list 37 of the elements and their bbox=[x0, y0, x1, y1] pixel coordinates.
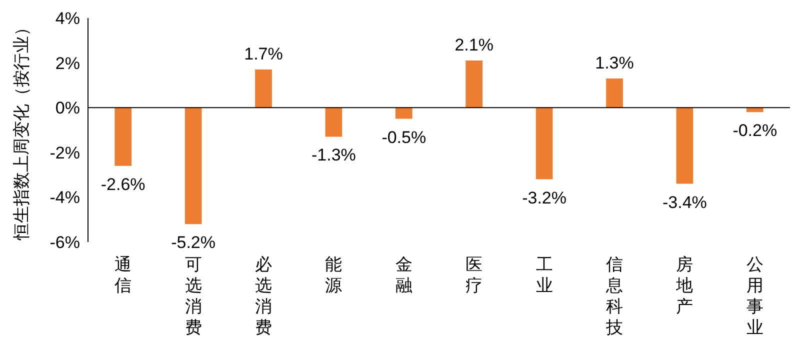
data-label: -0.5% bbox=[382, 128, 426, 147]
data-label: -2.6% bbox=[100, 174, 146, 194]
bar bbox=[395, 108, 412, 119]
x-tick-label: 工业 bbox=[536, 255, 553, 295]
data-label: -0.2% bbox=[732, 121, 778, 140]
x-tick-label: 能源 bbox=[325, 255, 342, 295]
y-tick-label: -2% bbox=[50, 143, 80, 162]
bar bbox=[676, 108, 694, 184]
x-tick-label: 金融 bbox=[395, 255, 412, 295]
data-label: -3.4% bbox=[662, 192, 707, 212]
data-label: -1.3% bbox=[311, 146, 356, 165]
x-tick-label: 信息科技 bbox=[605, 255, 623, 337]
x-tick-label: 必选消费 bbox=[255, 255, 272, 337]
data-label: 2.1% bbox=[454, 36, 494, 55]
bar bbox=[114, 108, 132, 166]
bar bbox=[255, 70, 272, 108]
y-tick-label: 2% bbox=[55, 54, 80, 73]
bar bbox=[466, 60, 483, 108]
y-tick-label: 4% bbox=[55, 9, 80, 28]
x-tick-label: 房地产 bbox=[675, 255, 694, 316]
bar bbox=[606, 78, 623, 108]
y-tick-label: -6% bbox=[50, 233, 80, 252]
bar bbox=[184, 108, 202, 224]
bar bbox=[325, 108, 342, 137]
data-label: -5.2% bbox=[171, 233, 216, 252]
data-label: 1.7% bbox=[244, 44, 283, 64]
x-tick-label: 公用事业 bbox=[746, 255, 764, 337]
x-tick-label: 通信 bbox=[114, 255, 132, 295]
x-tick-label: 医疗 bbox=[466, 255, 483, 295]
data-label: -3.2% bbox=[522, 188, 567, 208]
data-label: 1.3% bbox=[595, 53, 634, 72]
y-tick-label: 0% bbox=[55, 98, 80, 118]
y-tick-label: -4% bbox=[50, 188, 80, 208]
bar bbox=[536, 108, 553, 180]
y-axis-title: 恒生指数上周变化（按行业） bbox=[12, 19, 32, 241]
bar bbox=[746, 108, 764, 112]
x-tick-label: 可选消费 bbox=[184, 255, 202, 337]
